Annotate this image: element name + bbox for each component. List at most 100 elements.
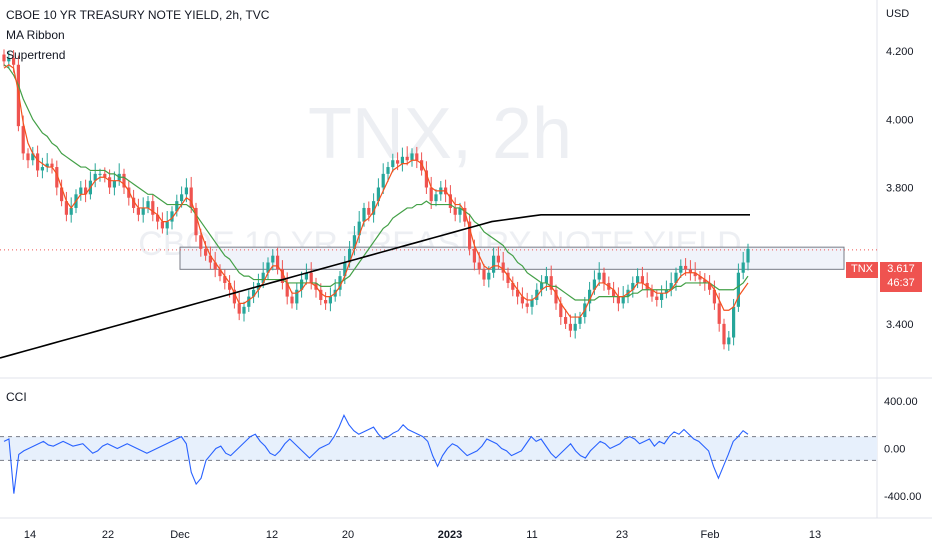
candle-body: [540, 282, 544, 290]
candle-body: [304, 272, 308, 280]
candle-body: [232, 289, 236, 304]
last-price: 3.617: [887, 263, 915, 275]
candle-body: [496, 255, 500, 263]
date-tick-label: 2023: [438, 529, 462, 541]
candle-body: [463, 207, 467, 222]
candle-body: [290, 296, 294, 304]
candle-body: [420, 160, 424, 171]
resistance-zone: [0, 246, 877, 270]
date-tick-label: 22: [102, 529, 114, 541]
candle-body: [381, 173, 385, 188]
watermark-symbol: TNX, 2h: [308, 94, 572, 174]
candle-body: [458, 207, 462, 215]
candle-body: [405, 156, 409, 161]
candle-body: [501, 262, 505, 273]
candle-body: [698, 276, 702, 280]
legend-title[interactable]: CBOE 10 YR TREASURY NOTE YIELD, 2h, TVC: [6, 8, 270, 22]
candle-body: [328, 296, 332, 304]
candle-body: [487, 272, 491, 280]
candle-body: [573, 323, 577, 331]
candle-body: [26, 153, 30, 161]
candle-body: [424, 170, 428, 188]
candle-body: [103, 173, 107, 178]
cci-tick-label: 0.00: [884, 444, 905, 456]
candle-body: [98, 173, 102, 175]
candle-body: [669, 282, 673, 290]
candle-body: [122, 173, 126, 188]
candle-body: [386, 167, 390, 174]
candle-body: [252, 289, 256, 297]
candle-body: [146, 201, 150, 208]
candle-body: [722, 323, 726, 345]
candle-body: [189, 187, 193, 208]
candle-body: [717, 303, 721, 324]
candle-body: [650, 289, 654, 297]
candle-body: [84, 187, 88, 195]
date-tick-label: 12: [266, 529, 278, 541]
candle-body: [199, 235, 203, 249]
candle-body: [276, 255, 280, 270]
candle-body: [588, 289, 592, 304]
candle-body: [127, 187, 131, 198]
candle-body: [568, 323, 572, 331]
candle-body: [132, 197, 136, 208]
candle-body: [429, 187, 433, 202]
date-tick-label: Dec: [170, 529, 190, 541]
candle-body: [448, 194, 452, 208]
candle-body: [319, 289, 323, 300]
candle-body: [391, 160, 395, 168]
cci-pane: [0, 413, 877, 494]
candle-body: [453, 207, 457, 215]
price-tick-label: 4.000: [886, 114, 914, 126]
candle-body: [271, 255, 275, 263]
candle-body: [400, 156, 404, 164]
candle-body: [280, 269, 284, 283]
candle-body: [679, 265, 683, 273]
candle-body: [204, 248, 208, 256]
candle-body: [295, 289, 299, 304]
candle-body: [141, 207, 145, 215]
candle-body: [12, 57, 16, 65]
candle-body: [549, 276, 553, 290]
cci-band: [0, 436, 877, 461]
candle-body: [655, 296, 659, 300]
legend-supertrend[interactable]: Supertrend: [6, 48, 66, 62]
cci-line: [3, 413, 749, 494]
candle-body: [708, 282, 712, 290]
candle-body: [367, 207, 371, 215]
ma-fast-line: [3, 64, 749, 318]
candle-body: [285, 282, 289, 297]
candle-body: [309, 272, 313, 283]
candle-body: [732, 306, 736, 338]
candle-body: [597, 272, 601, 280]
candle-body: [357, 221, 361, 236]
candle-body: [170, 211, 174, 222]
candle-body: [237, 303, 241, 314]
candle-body: [472, 248, 476, 263]
date-tick-label: 13: [809, 529, 821, 541]
candle-body: [535, 289, 539, 300]
price-tick-label: 3.800: [886, 183, 914, 195]
candle-body: [410, 153, 414, 161]
legend-cci[interactable]: CCI: [6, 390, 27, 404]
candle-body: [175, 201, 179, 212]
candle-body: [564, 317, 568, 324]
candle-body: [636, 276, 640, 283]
candle-body: [184, 187, 188, 195]
candle-body: [736, 272, 740, 307]
candle-body: [160, 221, 164, 229]
candle-body: [36, 153, 40, 171]
candle-body: [213, 262, 217, 270]
candle-body: [746, 248, 750, 263]
ma-ribbon: [0, 64, 750, 359]
candle-body: [194, 207, 198, 236]
candle-body: [136, 207, 140, 215]
candle-body: [218, 269, 222, 277]
currency-label[interactable]: USD: [886, 8, 910, 20]
candle-body: [578, 317, 582, 324]
legend-ma-ribbon[interactable]: MA Ribbon: [6, 28, 65, 42]
candle-body: [247, 296, 251, 307]
candle-body: [165, 221, 169, 229]
candle-body: [616, 296, 620, 304]
